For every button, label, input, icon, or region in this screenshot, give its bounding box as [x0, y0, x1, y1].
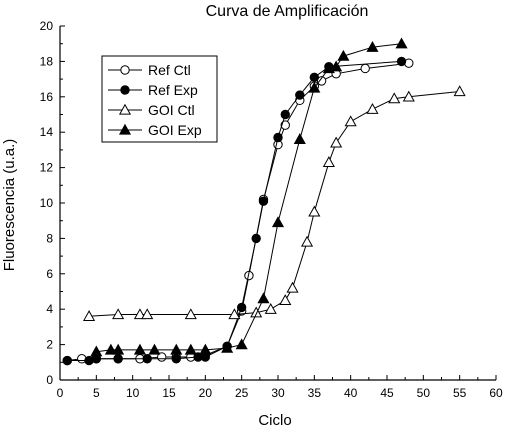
data-point-goi-ctl — [366, 102, 379, 114]
legend-label-goi-ctl: GOI Ctl — [148, 102, 195, 118]
data-point-goi-ctl — [402, 90, 415, 102]
data-point-goi-exp — [271, 216, 285, 228]
series-goi-ctl — [83, 85, 466, 321]
axes: 0 5 10 15 20 25 30 35 40 45 50 55 60 0 2 4 6 8 10 12 14 16 18 2… — [40, 19, 503, 400]
data-point-goi-exp — [170, 343, 183, 355]
y-tick-label: 16 — [40, 90, 54, 104]
data-point-goi-exp — [184, 343, 197, 355]
data-point-ref-exp — [309, 72, 320, 83]
series-ref-exp — [62, 56, 407, 366]
data-point-goi-ctl — [453, 85, 466, 97]
data-point-goi-exp — [293, 133, 306, 144]
x-tick-label: 5 — [93, 386, 100, 400]
legend-marker-goi-exp — [118, 123, 132, 135]
legend-marker-goi-ctl — [118, 103, 132, 115]
data-point-goi-exp — [221, 341, 234, 353]
data-point-goi-exp — [90, 345, 103, 357]
data-point-goi-exp — [330, 60, 343, 72]
data-point-goi-ctl — [286, 281, 299, 293]
data-point-goi-exp — [148, 343, 161, 355]
data-point-goi-ctl — [250, 306, 263, 318]
x-axis-title: Ciclo — [258, 412, 291, 429]
data-point-ref-exp — [295, 90, 305, 100]
x-tick-label: 30 — [271, 386, 285, 400]
legend-marker-ref-exp — [120, 85, 130, 95]
data-point-ref-exp — [142, 354, 152, 364]
data-point-goi-ctl — [330, 136, 343, 148]
legend: Ref Ctl Ref Exp GOI Ctl GOI Exp — [101, 55, 218, 143]
data-point-ref-exp — [396, 56, 407, 67]
data-point-goi-exp — [104, 343, 117, 355]
data-point-goi-ctl — [388, 92, 401, 104]
data-point-goi-ctl — [322, 156, 335, 167]
x-tick-label: 35 — [308, 386, 322, 400]
y-tick-label: 18 — [40, 54, 54, 68]
x-tick-label: 40 — [344, 386, 358, 400]
data-point-ref-exp — [258, 196, 269, 206]
data-point-goi-ctl — [301, 235, 314, 247]
x-tick-label: 20 — [199, 386, 213, 400]
legend-label-ref-exp: Ref Exp — [148, 82, 198, 98]
x-tick-label: 45 — [380, 386, 394, 400]
series-goi-exp — [90, 37, 408, 357]
data-point-goi-exp — [308, 81, 321, 93]
legend-label-goi-exp: GOI Exp — [148, 122, 202, 138]
x-tick-label: 10 — [126, 386, 140, 400]
data-point-goi-ctl — [112, 308, 125, 320]
x-tick-label: 0 — [57, 386, 64, 400]
x-tick-label: 60 — [489, 386, 503, 400]
data-point-ref-ctl — [360, 63, 370, 74]
data-point-goi-ctl — [264, 302, 277, 314]
data-point-goi-exp — [133, 343, 146, 355]
data-point-ref-exp — [251, 233, 261, 244]
y-tick-label: 14 — [40, 125, 54, 139]
x-tick-label: 55 — [453, 386, 467, 400]
y-tick-label: 4 — [46, 302, 53, 316]
y-axis-title: Fluorescencia (u.a.) — [1, 139, 18, 272]
x-tick-label: 25 — [235, 386, 249, 400]
legend-label-ref-ctl: Ref Ctl — [148, 62, 191, 78]
y-tick-label: 0 — [46, 373, 53, 387]
y-tick-label: 6 — [46, 267, 53, 281]
data-point-goi-exp — [112, 343, 125, 355]
data-point-goi-exp — [199, 343, 212, 355]
data-point-ref-exp — [62, 355, 72, 366]
data-point-goi-exp — [366, 41, 379, 52]
data-point-goi-exp — [235, 338, 248, 350]
data-point-goi-ctl — [83, 310, 96, 321]
data-point-ref-exp — [171, 354, 181, 364]
data-point-ref-exp — [113, 354, 123, 364]
y-tick-label: 10 — [40, 196, 54, 210]
data-point-goi-ctl — [133, 308, 146, 320]
x-tick-label: 15 — [162, 386, 176, 400]
data-point-goi-ctl — [308, 205, 321, 217]
y-tick-label: 20 — [40, 19, 54, 33]
y-tick-label: 12 — [40, 161, 54, 175]
data-point-goi-exp — [395, 37, 408, 49]
data-point-goi-ctl — [228, 308, 241, 320]
y-tick-label: 2 — [46, 338, 53, 352]
data-point-ref-ctl — [280, 120, 290, 130]
data-point-ref-exp — [236, 302, 247, 313]
series-group — [62, 37, 466, 366]
data-point-goi-ctl — [344, 115, 357, 127]
data-point-ref-exp — [273, 132, 283, 143]
chart-title: Curva de Amplificación — [206, 3, 369, 20]
x-tick-label: 50 — [417, 386, 431, 400]
y-tick-label: 8 — [46, 231, 53, 245]
data-point-goi-ctl — [184, 308, 197, 320]
data-point-ref-exp — [280, 109, 290, 120]
data-point-goi-ctl — [279, 294, 292, 306]
data-point-goi-exp — [257, 292, 270, 304]
data-point-goi-exp — [337, 49, 350, 61]
legend-marker-ref-ctl — [120, 65, 130, 75]
data-point-goi-ctl — [141, 308, 154, 320]
